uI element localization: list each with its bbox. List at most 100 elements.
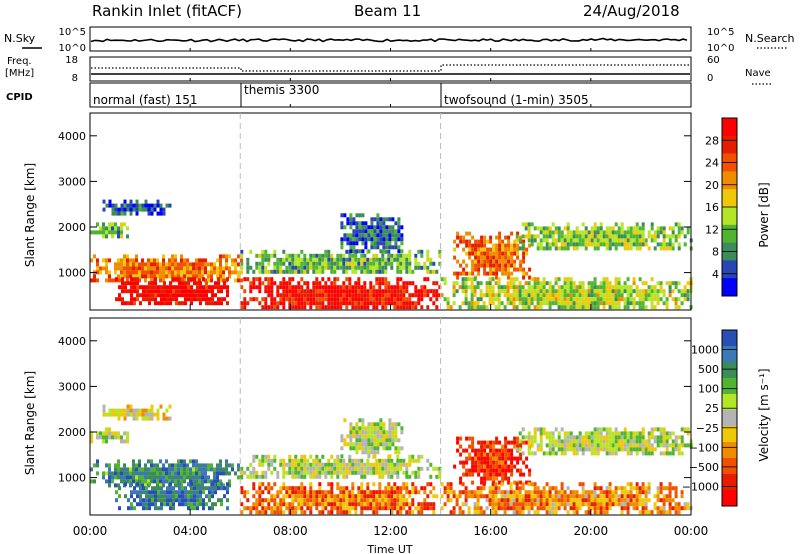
echo-cell (566, 277, 570, 282)
echo-cell (408, 454, 412, 459)
echo-cell (117, 230, 120, 235)
echo-cell (117, 266, 120, 271)
echo-cell (593, 486, 597, 491)
echo-cell (126, 479, 129, 484)
echo-cell (485, 498, 489, 503)
echo-cell (587, 502, 591, 507)
echo-cell (596, 230, 600, 235)
echo-cell (336, 289, 340, 294)
echo-cell (400, 426, 404, 431)
echo-cell (486, 271, 490, 276)
echo-cell (521, 435, 525, 440)
echo-cell (548, 447, 552, 452)
echo-cell (569, 439, 573, 444)
echo-cell (135, 471, 138, 476)
echo-cell (352, 229, 356, 234)
echo-cell (530, 301, 534, 306)
echo-cell (324, 462, 328, 467)
echo-cell (426, 466, 430, 471)
echo-cell (288, 265, 292, 270)
echo-cell (117, 258, 120, 263)
echo-cell (135, 463, 138, 468)
echo-cell (545, 246, 549, 251)
echo-cell (659, 439, 663, 444)
echo-cell (599, 427, 603, 432)
echo-cell (132, 412, 136, 417)
echo-cell (315, 285, 319, 290)
echo-cell (360, 285, 364, 290)
echo-cell (157, 301, 160, 306)
echo-cell (614, 494, 618, 499)
echo-cell (501, 251, 505, 256)
echo-cell (187, 285, 190, 290)
echo-cell (581, 297, 585, 302)
echo-cell (198, 274, 201, 279)
y-tick-label: 1000 (58, 267, 86, 280)
echo-cell (638, 230, 642, 235)
y-tick-label: 4000 (58, 130, 86, 143)
echo-cell (402, 502, 406, 507)
echo-cell (599, 447, 603, 452)
echo-cell (210, 262, 213, 267)
echo-cell (162, 207, 166, 212)
echo-cell (123, 222, 126, 227)
echo-cell (150, 278, 153, 283)
echo-cell (330, 490, 334, 495)
echo-cell (351, 269, 355, 274)
echo-cell (530, 222, 534, 227)
echo-cell (563, 293, 567, 298)
echo-cell (443, 490, 447, 495)
echo-cell (151, 502, 154, 507)
echo-cell (605, 494, 609, 499)
echo-cell (635, 443, 639, 448)
echo-cell (273, 261, 277, 266)
echo-cell (650, 277, 654, 282)
echo-cell (333, 502, 337, 507)
echo-cell (363, 289, 367, 294)
echo-cell (644, 289, 648, 294)
echo-cell (258, 261, 262, 266)
echo-cell (686, 281, 690, 286)
echo-cell (324, 265, 328, 270)
echo-cell (394, 426, 398, 431)
echo-cell (635, 482, 639, 487)
nsky-tick-low: 10^0 (59, 43, 86, 54)
echo-cell (222, 270, 225, 275)
echo-cell (650, 427, 654, 432)
echo-cell (632, 305, 636, 310)
echo-cell (471, 436, 475, 441)
echo-cell (282, 261, 286, 266)
echo-cell (623, 506, 627, 511)
echo-cell (507, 259, 511, 264)
echo-cell (653, 439, 657, 444)
echo-cell (126, 254, 129, 259)
echo-cell (542, 277, 546, 282)
echo-cell (324, 470, 328, 475)
echo-cell (659, 242, 663, 247)
echo-cell (246, 257, 250, 262)
echo-cell (102, 408, 106, 413)
echo-cell (324, 506, 328, 511)
echo-cell (267, 277, 271, 282)
echo-cell (367, 438, 371, 443)
echo-cell (171, 262, 174, 267)
echo-cell (282, 494, 286, 499)
echo-cell (202, 502, 205, 507)
echo-cell (381, 281, 385, 286)
echo-cell (617, 431, 621, 436)
echo-cell (497, 506, 501, 511)
echo-cell (659, 498, 663, 503)
echo-cell (174, 471, 177, 476)
echo-cell (372, 510, 376, 515)
echo-cell (482, 510, 486, 515)
echo-cell (400, 446, 404, 451)
echo-cell (528, 243, 532, 248)
echo-cell (557, 293, 561, 298)
echo-cell (680, 226, 684, 231)
echo-cell (351, 253, 355, 258)
echo-cell (210, 270, 213, 275)
echo-cell (483, 251, 487, 256)
echo-cell (501, 452, 505, 457)
echo-cell (142, 293, 145, 298)
echo-cell (449, 482, 453, 487)
